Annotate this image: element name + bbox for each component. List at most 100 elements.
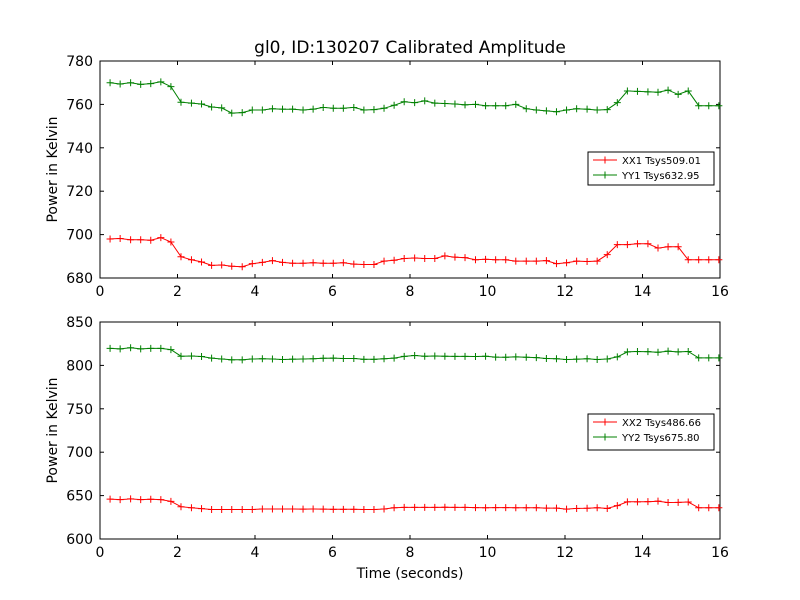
data-point (461, 503, 469, 511)
x-tick-label: 0 (96, 545, 105, 561)
data-point (644, 240, 652, 248)
legend-marker (601, 418, 609, 426)
data-point (583, 258, 591, 266)
data-point (552, 108, 560, 116)
data-point (380, 355, 388, 363)
data-point (167, 83, 175, 91)
data-point (461, 101, 469, 109)
data-point (208, 261, 216, 269)
data-point (603, 251, 611, 259)
data-point (167, 346, 175, 354)
data-point (441, 252, 449, 260)
y-tick-label: 680 (66, 271, 93, 287)
data-point (623, 348, 631, 356)
data-point (380, 505, 388, 513)
data-point (106, 79, 114, 87)
data-point (177, 352, 185, 360)
data-point (492, 102, 500, 110)
y-tick-label: 720 (66, 184, 93, 200)
data-point (684, 87, 692, 95)
data-point (573, 105, 581, 113)
data-point (502, 504, 510, 512)
legend-label: XX1 Tsys509.01 (622, 156, 701, 167)
data-point (664, 243, 672, 251)
data-point (309, 505, 317, 513)
data-point (593, 106, 601, 114)
data-point (431, 254, 439, 262)
data-point (319, 103, 327, 111)
data-point (218, 505, 226, 513)
data-point (299, 355, 307, 363)
data-point (400, 98, 408, 106)
data-point (137, 496, 145, 504)
x-tick-label: 2 (173, 545, 182, 561)
data-point (147, 495, 155, 503)
legend-label: YY2 Tsys675.80 (621, 433, 700, 444)
data-point (116, 235, 124, 243)
data-point (542, 504, 550, 512)
data-point (552, 355, 560, 363)
data-point (603, 355, 611, 363)
data-point (187, 256, 195, 264)
data-point (492, 504, 500, 512)
data-point (339, 505, 347, 513)
data-point (116, 80, 124, 88)
data-point (390, 101, 398, 109)
data-point (238, 109, 246, 117)
data-point (512, 257, 520, 265)
legend-label: YY1 Tsys632.95 (621, 171, 700, 182)
data-point (593, 257, 601, 265)
series (106, 78, 723, 117)
data-point (350, 354, 358, 362)
data-point (684, 498, 692, 506)
data-point (583, 504, 591, 512)
data-point (573, 355, 581, 363)
data-point (644, 348, 652, 356)
data-point (593, 355, 601, 363)
data-point (127, 236, 135, 244)
x-tick-label: 8 (406, 284, 415, 300)
data-point (218, 261, 226, 269)
data-point (573, 257, 581, 265)
data-point (339, 259, 347, 267)
data-point (127, 495, 135, 503)
data-point (613, 99, 621, 107)
series (106, 344, 723, 364)
data-point (299, 505, 307, 513)
data-point (248, 355, 256, 363)
data-point (522, 504, 530, 512)
data-point (147, 236, 155, 244)
data-point (471, 256, 479, 264)
legend-box (587, 413, 715, 451)
data-point (106, 235, 114, 243)
data-point (177, 503, 185, 511)
data-point (421, 254, 429, 262)
data-point (268, 505, 276, 513)
data-point (127, 344, 135, 352)
data-point (411, 254, 419, 262)
data-point (319, 505, 327, 513)
data-point (451, 352, 459, 360)
x-tick-label: 14 (634, 545, 652, 561)
x-tick-label: 10 (479, 284, 497, 300)
data-point (390, 504, 398, 512)
data-point (350, 260, 358, 268)
data-point (441, 503, 449, 511)
data-point (309, 259, 317, 267)
data-point (623, 241, 631, 249)
series (106, 495, 723, 513)
data-point (502, 256, 510, 264)
data-point (116, 496, 124, 504)
data-point (613, 353, 621, 361)
data-point (705, 256, 713, 264)
data-point (532, 257, 540, 265)
data-point (208, 354, 216, 362)
y-tick-label: 750 (66, 402, 93, 418)
data-point (461, 352, 469, 360)
data-point (238, 263, 246, 271)
data-point (563, 505, 571, 513)
data-point (228, 505, 236, 513)
data-point (674, 498, 682, 506)
data-point (137, 80, 145, 88)
y-tick-label: 700 (66, 445, 93, 461)
